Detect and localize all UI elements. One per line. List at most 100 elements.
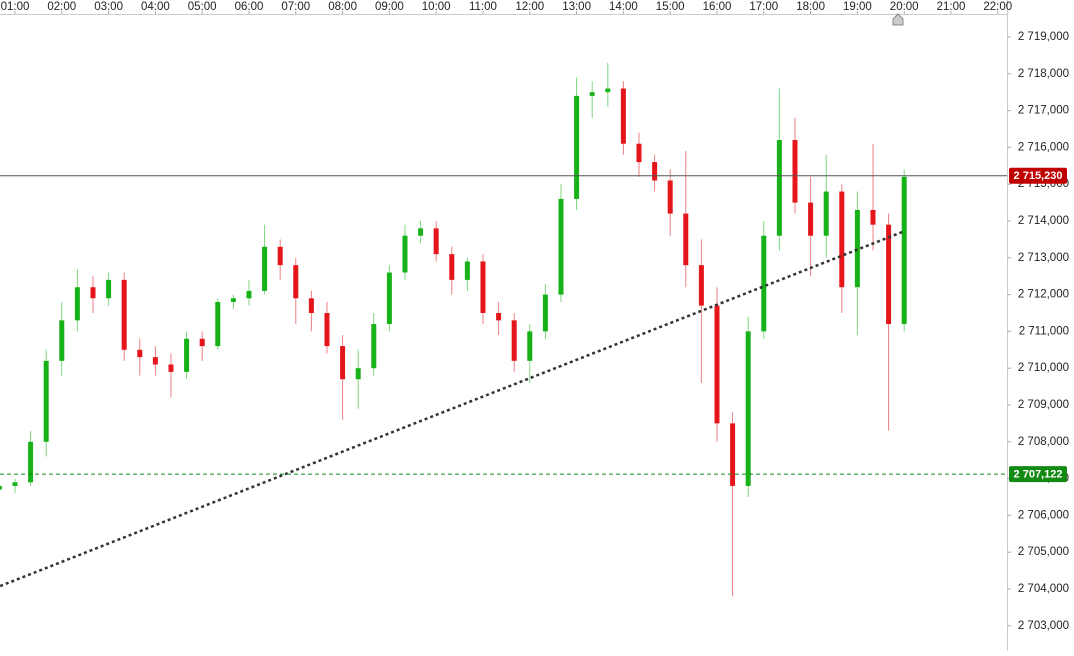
candle-body: [745, 331, 751, 486]
candle-body: [761, 235, 767, 332]
y-tick-label: 2 716,000: [1018, 141, 1069, 153]
candle-body: [558, 198, 564, 295]
candle-body: [340, 346, 346, 380]
candle-body: [308, 298, 314, 313]
x-tick-label: 08:00: [328, 1, 357, 13]
candle-body: [152, 357, 158, 365]
y-tick-label: 2 713,000: [1018, 252, 1069, 264]
candle-body: [215, 301, 221, 347]
y-tick-label: 2 711,000: [1019, 325, 1069, 337]
y-tick-label: 2 718,000: [1018, 68, 1069, 80]
candle-body: [464, 261, 470, 280]
candle-body: [636, 143, 642, 163]
candle-body: [714, 305, 720, 424]
candle-body: [386, 272, 392, 325]
x-tick-label: 20:00: [890, 1, 919, 13]
candle-body: [589, 92, 595, 96]
candle-body: [184, 338, 190, 372]
candle-body: [12, 482, 18, 486]
candle-body: [605, 88, 611, 93]
x-tick-label: 19:00: [843, 1, 872, 13]
x-tick-label: 06:00: [235, 1, 264, 13]
candle-body: [901, 176, 907, 325]
x-tick-label: 01:00: [1, 1, 30, 13]
candle-body: [433, 228, 439, 255]
candle-body: [43, 360, 49, 442]
x-tick-label: 04:00: [141, 1, 170, 13]
candle-body: [28, 441, 34, 483]
candle-body: [74, 287, 80, 321]
candle-body: [449, 254, 455, 280]
candle-body: [137, 349, 143, 358]
x-tick-label: 16:00: [703, 1, 732, 13]
candle-body: [418, 228, 424, 236]
candle-body: [106, 279, 112, 299]
candle-body: [262, 246, 268, 291]
x-tick-label: 15:00: [656, 1, 685, 13]
candle-body: [652, 162, 658, 181]
price-label-box: [1009, 167, 1067, 184]
price-label-box: [1009, 466, 1067, 483]
y-tick-label: 2 710,000: [1018, 362, 1069, 374]
y-tick-label: 2 712,000: [1018, 289, 1069, 301]
x-tick-label: 10:00: [422, 1, 451, 13]
candle-body: [355, 368, 361, 380]
candle-body: [870, 209, 876, 225]
candle-body: [511, 320, 517, 361]
y-tick-label: 2 703,000: [1018, 620, 1069, 632]
x-tick-label: 13:00: [562, 1, 591, 13]
x-tick-label: 12:00: [515, 1, 544, 13]
y-tick-label: 2 717,000: [1018, 105, 1069, 117]
candle-body: [698, 265, 704, 306]
candle-body: [542, 294, 548, 332]
y-tick-label: 2 704,000: [1018, 583, 1069, 595]
candle-body: [683, 213, 689, 266]
y-tick-label: 2 705,000: [1018, 546, 1069, 558]
trendline: [0, 229, 906, 588]
candle-body: [402, 235, 408, 273]
candle-body: [230, 298, 236, 302]
candle-body: [277, 246, 283, 266]
price-label: 2 715,230: [1014, 170, 1063, 182]
y-tick-label: 2 719,000: [1018, 31, 1069, 43]
candle-body: [246, 290, 252, 299]
candle-body: [886, 224, 892, 325]
candle-body: [324, 312, 330, 347]
candle-body: [792, 140, 798, 203]
x-tick-label: 02:00: [47, 1, 76, 13]
candle-body: [90, 287, 96, 299]
candle-body: [480, 261, 486, 313]
candle-body: [574, 95, 580, 199]
candle-body: [730, 423, 736, 486]
candle-body: [293, 265, 299, 299]
candle-body: [667, 180, 673, 214]
candle-body: [496, 312, 502, 321]
y-tick-label: 2 706,000: [1018, 509, 1069, 521]
candle-body: [199, 338, 205, 347]
y-tick-label: 2 714,000: [1018, 215, 1069, 227]
x-tick-label: 14:00: [609, 1, 638, 13]
candle-body: [839, 191, 845, 288]
x-tick-label: 07:00: [281, 1, 310, 13]
candle-body: [620, 88, 626, 144]
x-tick-label: 09:00: [375, 1, 404, 13]
candle-body: [0, 485, 2, 490]
candle-body: [527, 331, 533, 361]
x-tick-label: 18:00: [796, 1, 825, 13]
candle-body: [776, 140, 782, 236]
x-tick-label: 22:00: [983, 1, 1012, 13]
candle-body: [854, 209, 860, 288]
candle-body: [371, 324, 377, 369]
x-tick-label: 21:00: [937, 1, 966, 13]
candle-body: [823, 191, 829, 236]
x-tick-label: 03:00: [94, 1, 123, 13]
candle-body: [121, 279, 127, 350]
time-marker[interactable]: [892, 13, 904, 26]
candle-body: [808, 202, 814, 236]
candle-body: [59, 320, 65, 361]
x-tick-label: 11:00: [469, 1, 497, 13]
x-tick-label: 17:00: [749, 1, 778, 13]
x-tick-label: 05:00: [188, 1, 217, 13]
